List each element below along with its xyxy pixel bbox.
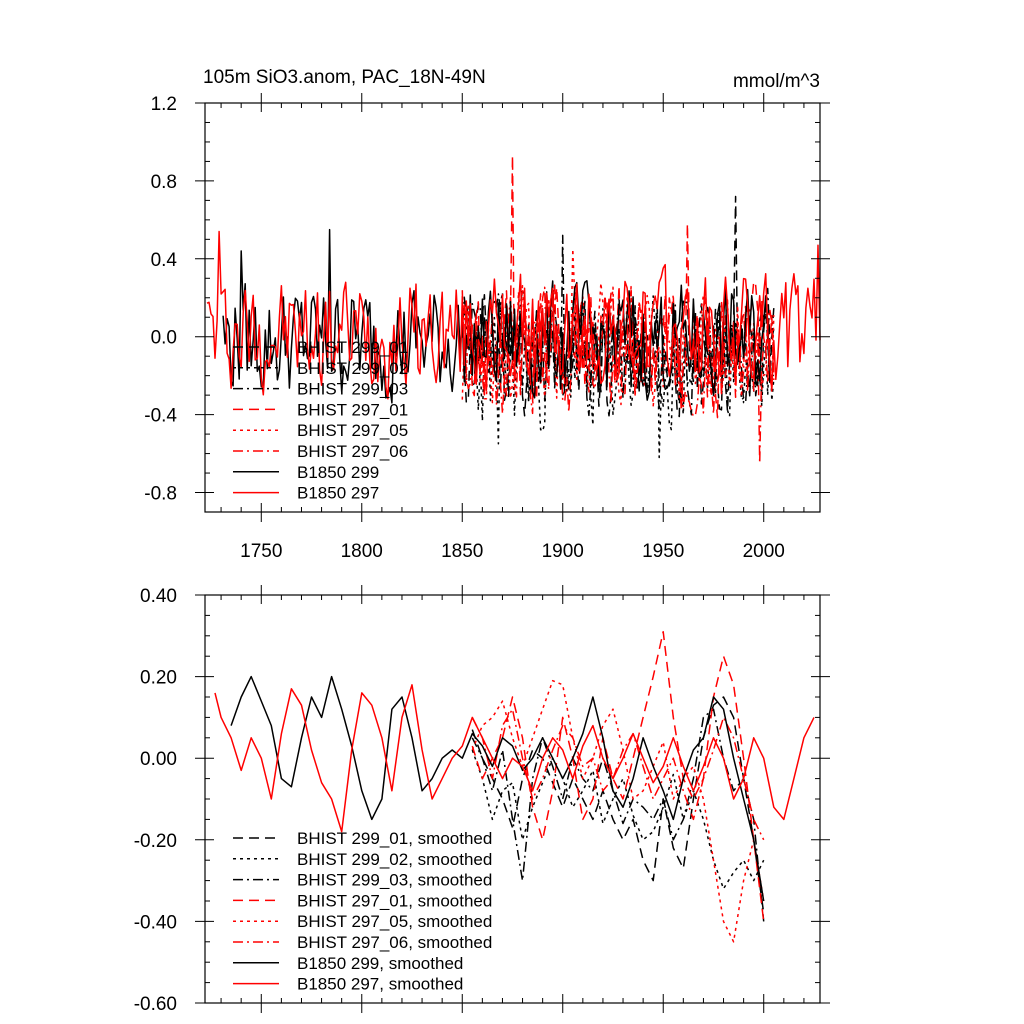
y-tick-label: 0.0 xyxy=(151,328,177,349)
x-tick-label: 1900 xyxy=(542,541,584,562)
legend-label: BHIST 299_01 xyxy=(297,338,408,357)
legend-label: BHIST 297_05 xyxy=(297,421,408,440)
legend-label: BHIST 297_06, smoothed xyxy=(297,933,492,952)
y-tick-label: 0.20 xyxy=(140,668,177,689)
y-tick-label: -0.40 xyxy=(134,912,177,933)
x-tick-label: 1750 xyxy=(240,541,282,562)
series-line-5 xyxy=(471,708,765,841)
y-tick-label: 1.2 xyxy=(151,94,177,115)
top-axes: 1750 1800 1850 1900 1950 2000 -0.8 -0.4 0.0 0.4 0.… xyxy=(144,93,830,562)
y-tick-label: -0.60 xyxy=(134,994,177,1015)
series-line-7 xyxy=(214,684,815,833)
y-tick-label: 0.4 xyxy=(151,250,178,271)
bottom-series-lines xyxy=(214,630,815,943)
legend-label: B1850 297 xyxy=(297,484,379,503)
legend-label: BHIST 297_06 xyxy=(297,442,408,461)
series-line-6 xyxy=(222,228,775,404)
series-line-1 xyxy=(471,749,765,890)
legend-label: BHIST 297_05, smoothed xyxy=(297,912,492,931)
bottom-axes: -0.60 -0.40 -0.20 0.00 0.20 0.40 xyxy=(134,585,830,1015)
legend-label: BHIST 299_01, smoothed xyxy=(297,829,492,848)
top-panel: 105m SiO3.anom, PAC_18N-49N mmol/m^3 175… xyxy=(144,67,830,562)
y-tick-label: 0.40 xyxy=(140,586,177,607)
x-tick-label: 1850 xyxy=(441,541,483,562)
top-plot-frame xyxy=(204,102,821,513)
legend-label: BHIST 297_01 xyxy=(297,400,408,419)
x-tick-label: 1950 xyxy=(642,541,684,562)
legend-label: B1850 297, smoothed xyxy=(297,975,463,994)
y-tick-label: 0.8 xyxy=(151,172,177,193)
series-line-5 xyxy=(461,284,775,465)
y-tick-label: -0.4 xyxy=(144,406,177,427)
y-tick-label: 0.00 xyxy=(140,749,177,770)
series-line-2 xyxy=(471,708,765,922)
x-tick-label: 2000 xyxy=(743,541,785,562)
series-line-6 xyxy=(230,675,765,902)
legend-label: BHIST 297_01, smoothed xyxy=(297,891,492,910)
legend-label: B1850 299 xyxy=(297,463,379,482)
y-tick-label: -0.20 xyxy=(134,831,177,852)
units-label: mmol/m^3 xyxy=(733,71,820,92)
legend-label: B1850 299, smoothed xyxy=(297,954,463,973)
bottom-panel: -0.60 -0.40 -0.20 0.00 0.20 0.40 BHIST 299_01… xyxy=(134,585,830,1015)
legend-label: BHIST 299_02 xyxy=(297,359,408,378)
chart-title: 105m SiO3.anom, PAC_18N-49N xyxy=(203,67,486,88)
legend-label: BHIST 299_02, smoothed xyxy=(297,850,492,869)
legend-label: BHIST 299_03, smoothed xyxy=(297,871,492,890)
y-tick-label: -0.8 xyxy=(144,484,177,505)
series-line-0 xyxy=(471,696,765,914)
x-tick-label: 1800 xyxy=(341,541,383,562)
bottom-legend: BHIST 299_01, smoothed BHIST 299_02, smoo… xyxy=(233,829,492,994)
top-series-lines xyxy=(206,154,821,465)
series-line-7 xyxy=(206,230,821,400)
series-line-4 xyxy=(471,679,765,943)
legend-label: BHIST 299_03 xyxy=(297,380,408,399)
